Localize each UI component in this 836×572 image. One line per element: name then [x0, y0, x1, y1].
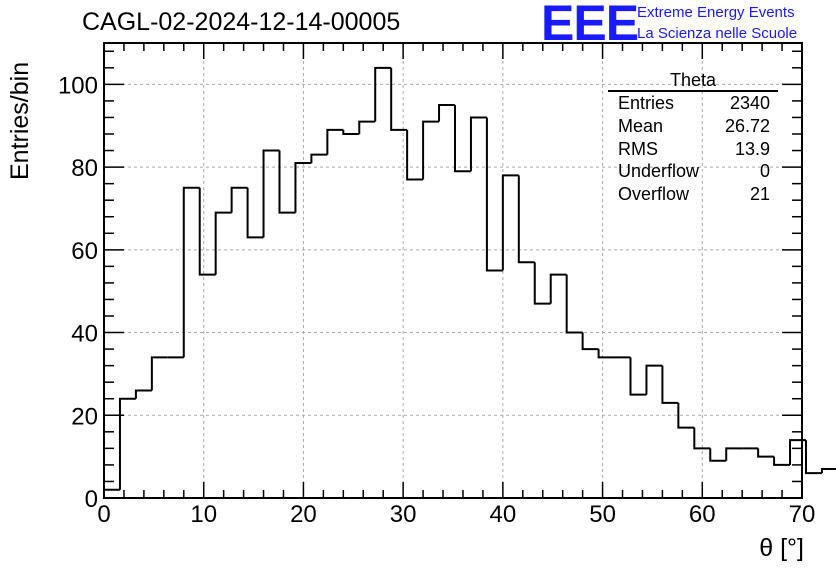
histogram-bin [150, 356, 168, 391]
histogram-bin [453, 105, 471, 173]
histogram-bin [294, 161, 312, 213]
histogram-bin [709, 448, 727, 462]
chart-title: CAGL-02-2024-12-14-00005 [82, 8, 401, 36]
stats-box: Theta Entries 2340 Mean 26.72 RMS 13.9 U… [608, 70, 778, 206]
histogram-bin [725, 447, 743, 461]
x-tick-label: 50 [589, 501, 616, 528]
histogram-bin [661, 365, 679, 404]
stats-row-rms: RMS 13.9 [608, 138, 778, 161]
histogram-bin [820, 468, 836, 474]
histogram-bin [310, 153, 328, 163]
histogram-bin [533, 262, 551, 305]
y-tick-label: 0 [85, 486, 98, 513]
histogram-bin [629, 357, 647, 396]
logo-line-2: La Scienza nelle Scuole [637, 25, 798, 42]
stats-value: 2340 [729, 93, 770, 113]
stats-value: 13.9 [734, 138, 770, 159]
histogram-bin [789, 439, 806, 465]
y-tick-label: 20 [71, 403, 98, 430]
histogram-bin [501, 174, 519, 271]
x-tick-label: 60 [689, 501, 716, 528]
logo-line-1: Extreme Energy Events [637, 4, 795, 21]
stats-row-mean: Mean 26.72 [608, 115, 778, 138]
y-tick-label: 80 [71, 155, 98, 182]
x-tick-label: 20 [290, 501, 317, 528]
histogram-bin [118, 397, 136, 490]
histogram-bin [406, 129, 424, 181]
histogram-bin [597, 349, 615, 359]
stats-value: 26.72 [724, 115, 770, 136]
stats-label: Overflow [618, 184, 690, 205]
x-tick-label: 10 [190, 501, 217, 528]
histogram-bin [230, 186, 248, 213]
stats-row-entries: Entries 2340 [608, 92, 778, 115]
y-axis-label: Entries/bin [6, 61, 34, 180]
histogram-series [103, 66, 836, 498]
x-tick-label: 40 [490, 501, 517, 528]
plot-frame [103, 42, 803, 499]
grid-lines [104, 43, 802, 498]
x-tick-labels: 0 10 20 30 40 50 60 70 [97, 501, 815, 528]
histogram-bin [645, 364, 663, 395]
histogram-bin [485, 117, 503, 272]
histogram-bin [103, 488, 120, 498]
histogram-bin [214, 211, 232, 275]
histogram-bin [182, 186, 200, 358]
stats-label: Underflow [618, 161, 700, 182]
stats-label: Mean [618, 115, 664, 136]
y-tick-label: 60 [71, 238, 98, 265]
histogram-bin [565, 274, 583, 334]
histogram-bin [390, 67, 408, 131]
stats-label: Entries [618, 93, 675, 113]
x-axis-label: θ [°] [759, 534, 804, 562]
histogram-bin [358, 120, 376, 134]
histogram-bin [374, 66, 392, 122]
y-tick-label: 40 [71, 321, 98, 348]
histogram-bin [438, 104, 455, 122]
y-tick-labels: 0 20 40 60 80 100 [58, 72, 98, 513]
axis-ticks [103, 43, 803, 499]
x-tick-label: 70 [789, 501, 816, 528]
y-tick-label: 100 [58, 72, 98, 99]
stats-value: 21 [749, 184, 770, 205]
histogram-bin [677, 402, 695, 429]
histogram-bin [134, 389, 152, 399]
histogram-bin [804, 440, 822, 475]
histogram-bin [198, 187, 216, 276]
histogram-bin [581, 332, 599, 351]
histogram-bin [342, 129, 360, 135]
stats-value: 0 [759, 161, 770, 182]
histogram-bin [326, 128, 344, 155]
histogram-bin [246, 187, 264, 239]
histogram-bin [517, 175, 535, 264]
x-tick-label: 0 [97, 501, 110, 528]
histogram-bin [422, 120, 440, 180]
x-tick-label: 30 [390, 501, 417, 528]
histogram-bin [773, 456, 791, 466]
histogram-bin [469, 116, 487, 172]
histogram-bin [278, 150, 296, 214]
histogram-bin [693, 427, 711, 450]
stats-title: Theta [608, 70, 778, 92]
histogram-bin [757, 448, 775, 458]
histogram-bin [262, 149, 280, 238]
stats-row-underflow: Underflow 0 [608, 160, 778, 183]
eee-logo-mark: EEE [541, 0, 639, 51]
histogram-bin [549, 273, 567, 304]
stats-label: RMS [618, 138, 658, 159]
stats-row-overflow: Overflow 21 [608, 183, 778, 206]
